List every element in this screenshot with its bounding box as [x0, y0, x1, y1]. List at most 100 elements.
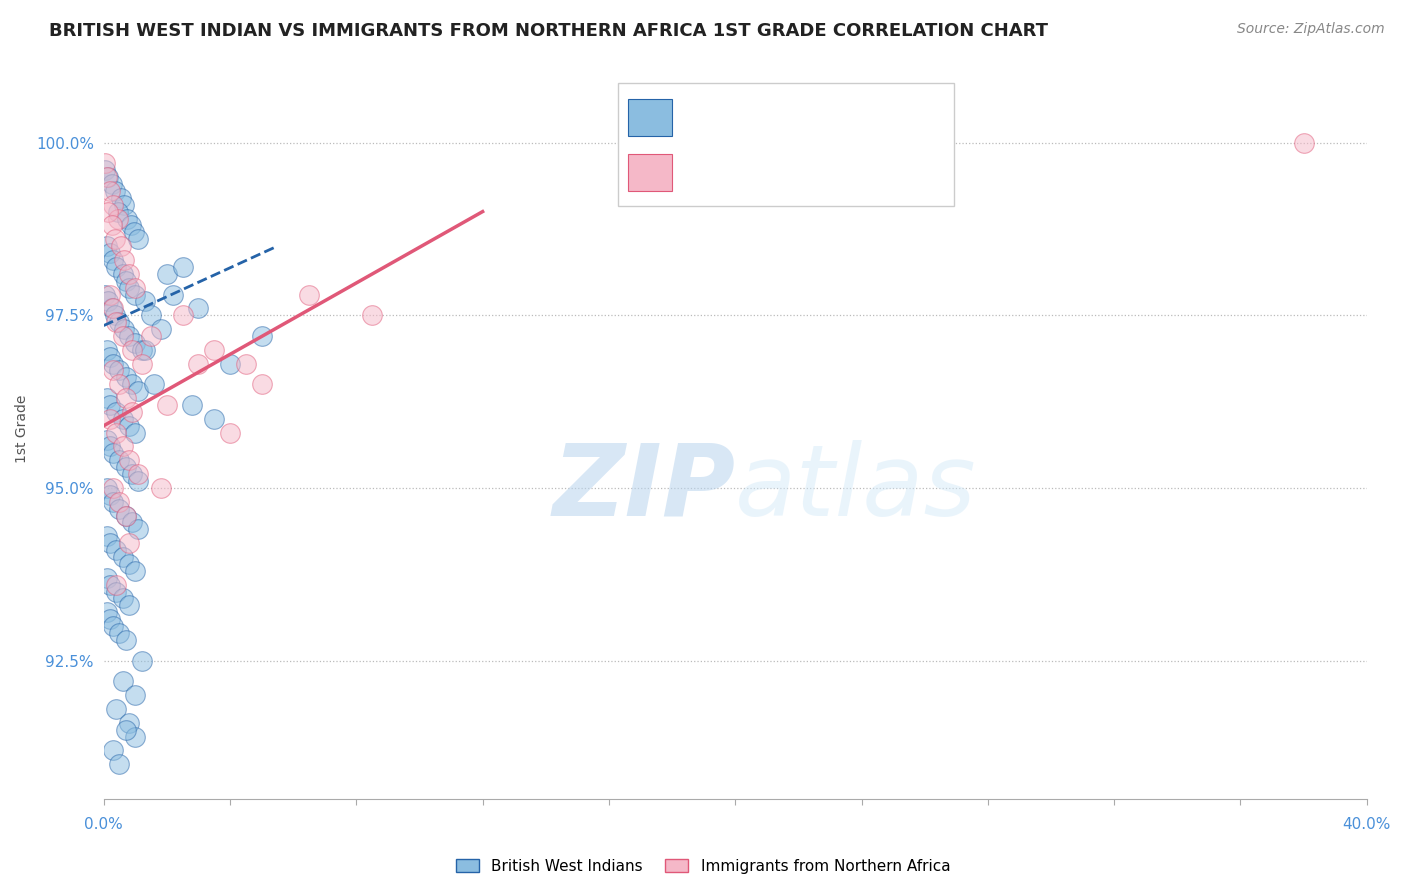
Point	[101, 363, 124, 377]
Point	[202, 412, 225, 426]
Point	[124, 730, 146, 744]
Point	[105, 315, 128, 329]
Point	[96, 343, 118, 357]
Point	[187, 301, 209, 316]
Text: ZIP: ZIP	[553, 440, 735, 537]
Text: atlas: atlas	[735, 440, 977, 537]
Point	[108, 377, 131, 392]
Point	[156, 398, 179, 412]
Point	[124, 425, 146, 440]
Point	[219, 357, 242, 371]
Point	[114, 460, 136, 475]
Point	[108, 495, 131, 509]
Point	[149, 481, 172, 495]
Point	[96, 529, 118, 543]
Point	[101, 446, 124, 460]
Point	[96, 605, 118, 619]
Point	[101, 619, 124, 633]
Point	[101, 357, 124, 371]
Point	[162, 287, 184, 301]
Point	[122, 225, 145, 239]
Point	[96, 571, 118, 585]
Point	[298, 287, 321, 301]
Point	[111, 591, 134, 606]
Point	[96, 433, 118, 447]
Point	[112, 322, 135, 336]
Point	[139, 329, 162, 343]
Point	[111, 440, 134, 454]
Point	[131, 343, 153, 357]
Point	[108, 453, 131, 467]
Point	[127, 522, 149, 536]
Point	[114, 508, 136, 523]
Point	[117, 211, 139, 226]
Point	[143, 377, 166, 392]
Point	[114, 632, 136, 647]
Point	[108, 501, 131, 516]
Point	[172, 260, 194, 274]
Point	[100, 301, 122, 316]
Point	[118, 557, 141, 571]
Point	[110, 191, 132, 205]
Point	[114, 723, 136, 737]
Point	[97, 294, 120, 309]
Point	[121, 516, 143, 530]
Point	[108, 757, 131, 772]
Point	[107, 211, 129, 226]
Point	[108, 363, 131, 377]
Point	[114, 370, 136, 384]
Text: N = 92: N = 92	[811, 110, 879, 128]
Point	[98, 488, 121, 502]
Point	[98, 246, 121, 260]
Point	[118, 329, 141, 343]
Point	[114, 508, 136, 523]
Point	[118, 267, 141, 281]
Point	[94, 163, 117, 178]
Point	[114, 391, 136, 405]
Point	[118, 418, 141, 433]
Point	[104, 232, 127, 246]
Point	[111, 549, 134, 564]
Point	[111, 674, 134, 689]
Point	[98, 577, 121, 591]
Point	[127, 384, 149, 399]
Point	[118, 453, 141, 467]
Point	[101, 743, 124, 757]
Point	[108, 315, 131, 329]
Point	[101, 301, 124, 316]
Point	[139, 308, 162, 322]
Point	[96, 239, 118, 253]
Point	[118, 280, 141, 294]
Point	[101, 481, 124, 495]
Point	[149, 322, 172, 336]
Point	[111, 267, 134, 281]
Point	[111, 412, 134, 426]
Point	[98, 440, 121, 454]
Point	[131, 357, 153, 371]
Point	[112, 197, 135, 211]
Point	[104, 308, 127, 322]
Point	[98, 398, 121, 412]
Point	[100, 219, 122, 233]
Point	[97, 204, 120, 219]
Point	[156, 267, 179, 281]
Point	[118, 599, 141, 613]
Point	[121, 405, 143, 419]
Point	[121, 467, 143, 482]
Point	[97, 169, 120, 184]
Point	[100, 177, 122, 191]
Point	[98, 184, 121, 198]
Text: BRITISH WEST INDIAN VS IMMIGRANTS FROM NORTHERN AFRICA 1ST GRADE CORRELATION CHA: BRITISH WEST INDIAN VS IMMIGRANTS FROM N…	[49, 22, 1049, 40]
Point	[131, 654, 153, 668]
Point	[235, 357, 257, 371]
Point	[96, 169, 118, 184]
Point	[105, 405, 128, 419]
Point	[98, 412, 121, 426]
Point	[124, 280, 146, 294]
FancyBboxPatch shape	[628, 99, 672, 136]
Point	[96, 481, 118, 495]
Point	[98, 287, 121, 301]
Point	[94, 287, 117, 301]
Point	[105, 425, 128, 440]
Y-axis label: 1st Grade: 1st Grade	[15, 395, 30, 464]
